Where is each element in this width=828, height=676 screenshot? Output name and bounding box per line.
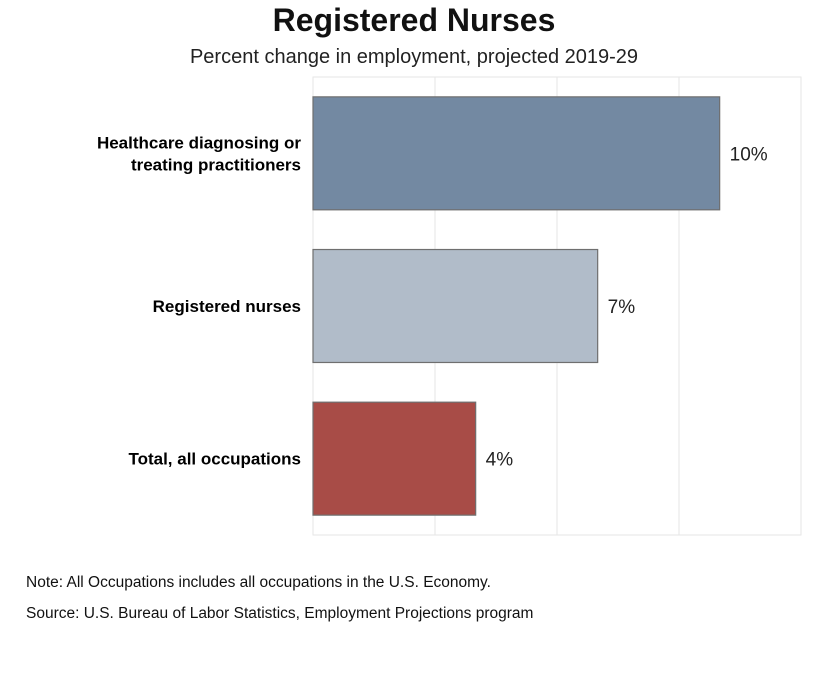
category-label: Registered nurses [153,297,301,316]
source-note: Source: U.S. Bureau of Labor Statistics,… [26,605,534,622]
labels: 10% Healthcare diagnosing or treating prac… [97,133,768,470]
bar [312,248,599,364]
bar [312,96,721,211]
bar [312,401,477,516]
data-label: 7% [608,297,636,318]
footnote: Note: All Occupations includes all occup… [26,574,491,591]
chart-subtitle: Percent change in employment, projected … [189,46,639,68]
data-label: 10% [730,144,768,165]
bar-chart: 10% Healthcare diagnosing or treating prac… [97,76,802,536]
bars [312,96,721,516]
category-label: Total, all occupations [128,450,301,469]
chart-title: Registered Nurses [272,2,556,38]
data-label: 4% [486,450,514,471]
category-label: Healthcare diagnosing or treating practit… [97,133,301,174]
